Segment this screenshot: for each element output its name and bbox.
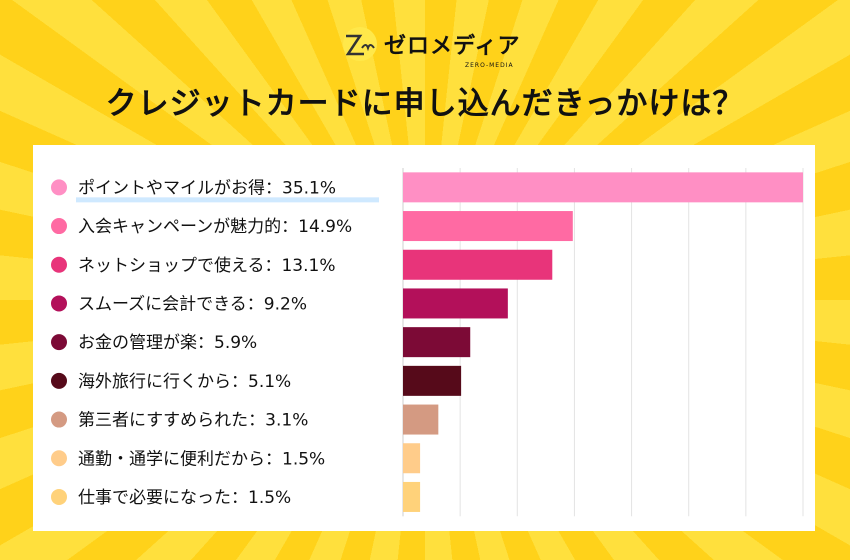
bar-7 (403, 404, 439, 435)
legend-dot-1 (51, 179, 67, 196)
bar-label-8: 通勤・通学に便利だから：1.5% (78, 449, 325, 469)
page-title: クレジットカードに申し込んだきっかけは？ (105, 86, 745, 122)
legend-dot-8 (51, 450, 67, 467)
bar-label-3: ネットショップで使える：13.1% (78, 255, 336, 276)
legend-dot-7 (51, 411, 67, 428)
brand-mark-icon (340, 24, 380, 64)
legend-dot-5 (51, 334, 67, 351)
brand-logo: ゼロメディア ZERO-MEDIA (340, 22, 530, 69)
bar-label-1: ポイントやマイルがお得：35.1% (78, 178, 336, 198)
bar-6 (403, 365, 462, 396)
brand-subtitle: ZERO-MEDIA (465, 62, 514, 69)
legend-dot-9 (51, 488, 67, 505)
legend-dot-6 (51, 372, 67, 389)
bar-1 (403, 172, 803, 203)
bar-label-6: 海外旅行に行くから：5.1% (78, 372, 291, 392)
bar-label-4: スムーズに会計できる：9.2% (78, 294, 307, 314)
bar-5 (403, 327, 471, 358)
bar-label-7: 第三者にすすめられた：3.1% (78, 411, 308, 431)
label-highlight (76, 197, 379, 203)
bar-label-9: 仕事で必要になった：1.5% (78, 488, 291, 508)
bar-9 (403, 481, 421, 512)
bar-2 (403, 211, 573, 242)
bar-label-5: お金の管理が楽：5.9% (78, 333, 257, 353)
bar-3 (403, 249, 553, 280)
legend-dot-3 (51, 256, 67, 273)
brand-name: ゼロメディア (384, 34, 521, 59)
legend-dot-4 (51, 295, 67, 312)
bar-8 (403, 443, 421, 474)
bar-label-2: 入会キャンペーンが魅力的：14.9% (78, 217, 352, 237)
bar-4 (403, 288, 508, 319)
legend-dot-2 (51, 218, 67, 235)
